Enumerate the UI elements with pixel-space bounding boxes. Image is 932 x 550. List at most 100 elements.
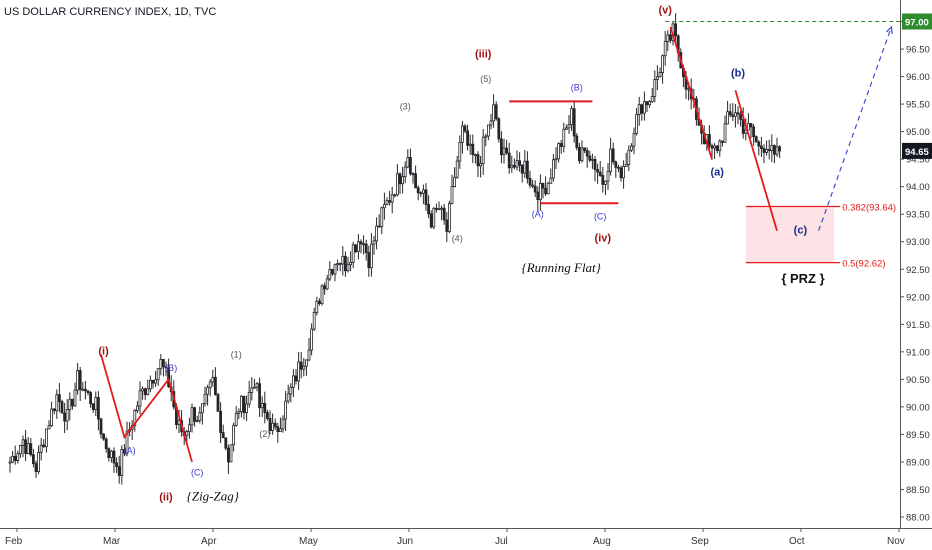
candle-body [749, 123, 753, 128]
candle-body [156, 368, 160, 381]
candle-body [349, 261, 353, 266]
candle-body [486, 124, 490, 137]
candle-body [544, 187, 547, 195]
candle-body [570, 108, 573, 125]
candle-body [481, 136, 485, 165]
candle-body [221, 432, 225, 439]
candle-body [492, 104, 496, 122]
candle-body [26, 443, 30, 454]
wave-label: (1) [231, 349, 242, 359]
candle-body [312, 312, 316, 330]
candle-body [198, 412, 202, 421]
wave-label: (iv) [595, 233, 612, 245]
candle-body [336, 263, 340, 266]
candle-body [195, 420, 199, 422]
candle-body [572, 108, 576, 137]
candle-body [250, 387, 254, 393]
candle-body [663, 41, 667, 57]
candle-body [151, 379, 155, 384]
candle-body [104, 438, 108, 450]
candle-body [656, 76, 659, 80]
candle-body [585, 150, 589, 157]
candle-body [351, 244, 355, 263]
candle-body [388, 200, 392, 203]
candle-body [708, 134, 711, 147]
candle-body [297, 361, 301, 382]
candle-body [614, 161, 618, 168]
candle-body [286, 393, 290, 402]
candle-body [445, 219, 449, 232]
candle-body [245, 403, 249, 414]
wave-line [734, 90, 778, 231]
candle-body [76, 370, 79, 391]
wave-label: (5) [480, 74, 491, 84]
candle-body [757, 141, 761, 147]
candle-body [354, 244, 358, 252]
candle-body [531, 184, 534, 187]
candle-body [598, 171, 602, 176]
candle-body [102, 433, 105, 440]
candle-body [232, 424, 236, 446]
candle-body [513, 164, 516, 168]
candle-body [393, 194, 397, 197]
candle-body [260, 402, 264, 409]
candle-body [208, 381, 212, 389]
candle-body [159, 358, 163, 370]
candle-body [559, 143, 563, 147]
chart-title: US DOLLAR CURRENCY INDEX, 1D, TVC [4, 6, 217, 18]
candle-body [276, 426, 280, 433]
target-price-badge [902, 13, 932, 30]
candle-body [770, 145, 774, 151]
candle-body [203, 393, 207, 405]
candle-body [382, 204, 386, 209]
candle-body [723, 123, 727, 143]
candle-body [460, 125, 464, 143]
candle-body [164, 366, 168, 369]
candle-body [213, 376, 217, 395]
candle-body [239, 395, 243, 412]
candle-body [645, 101, 649, 106]
price-tick-label: 88.00 [906, 512, 930, 523]
candle-body [317, 300, 321, 305]
candle-body [458, 141, 462, 162]
candle-body [518, 160, 521, 166]
candle-body [562, 128, 566, 147]
candle-body [752, 126, 755, 138]
candle-body [161, 358, 165, 368]
candle-body [380, 207, 384, 227]
candle-body [583, 147, 586, 151]
candle-body [338, 263, 342, 265]
candle-body [408, 157, 412, 175]
candle-body [237, 410, 241, 414]
candle-body [580, 147, 584, 162]
candle-body [650, 96, 654, 102]
candle-body [557, 143, 560, 160]
candle-body [715, 145, 719, 152]
candle-body [167, 367, 171, 388]
candle-body [437, 208, 441, 211]
time-axis[interactable]: Feb Mar Apr May Jun Jul Aug Sep Oct Nov [0, 528, 932, 547]
candle-body [91, 403, 95, 410]
pattern-label: {Zig-Zag} [187, 488, 240, 503]
wave-label: (i) [98, 346, 109, 358]
candle-body [325, 278, 329, 290]
candle-body [414, 173, 418, 189]
candle-body [661, 55, 664, 73]
candle-body [778, 146, 781, 152]
candle-body [736, 112, 740, 115]
wave-line [100, 354, 193, 463]
candle-body [395, 173, 399, 196]
candle-body [754, 136, 758, 143]
candle-body [385, 200, 389, 205]
candle-body [60, 401, 64, 414]
wave-label: (C) [191, 468, 204, 478]
candle-body [666, 34, 670, 42]
candle-body [13, 455, 17, 461]
candle-body [55, 394, 59, 412]
candle-body [364, 243, 368, 253]
price-axis[interactable]: 88.00 88.50 89.00 89.50 90.00 90.50 91.00 91.50… [900, 0, 932, 550]
wave-line [669, 26, 713, 160]
candle-body [497, 118, 501, 140]
candle-body [565, 127, 568, 130]
